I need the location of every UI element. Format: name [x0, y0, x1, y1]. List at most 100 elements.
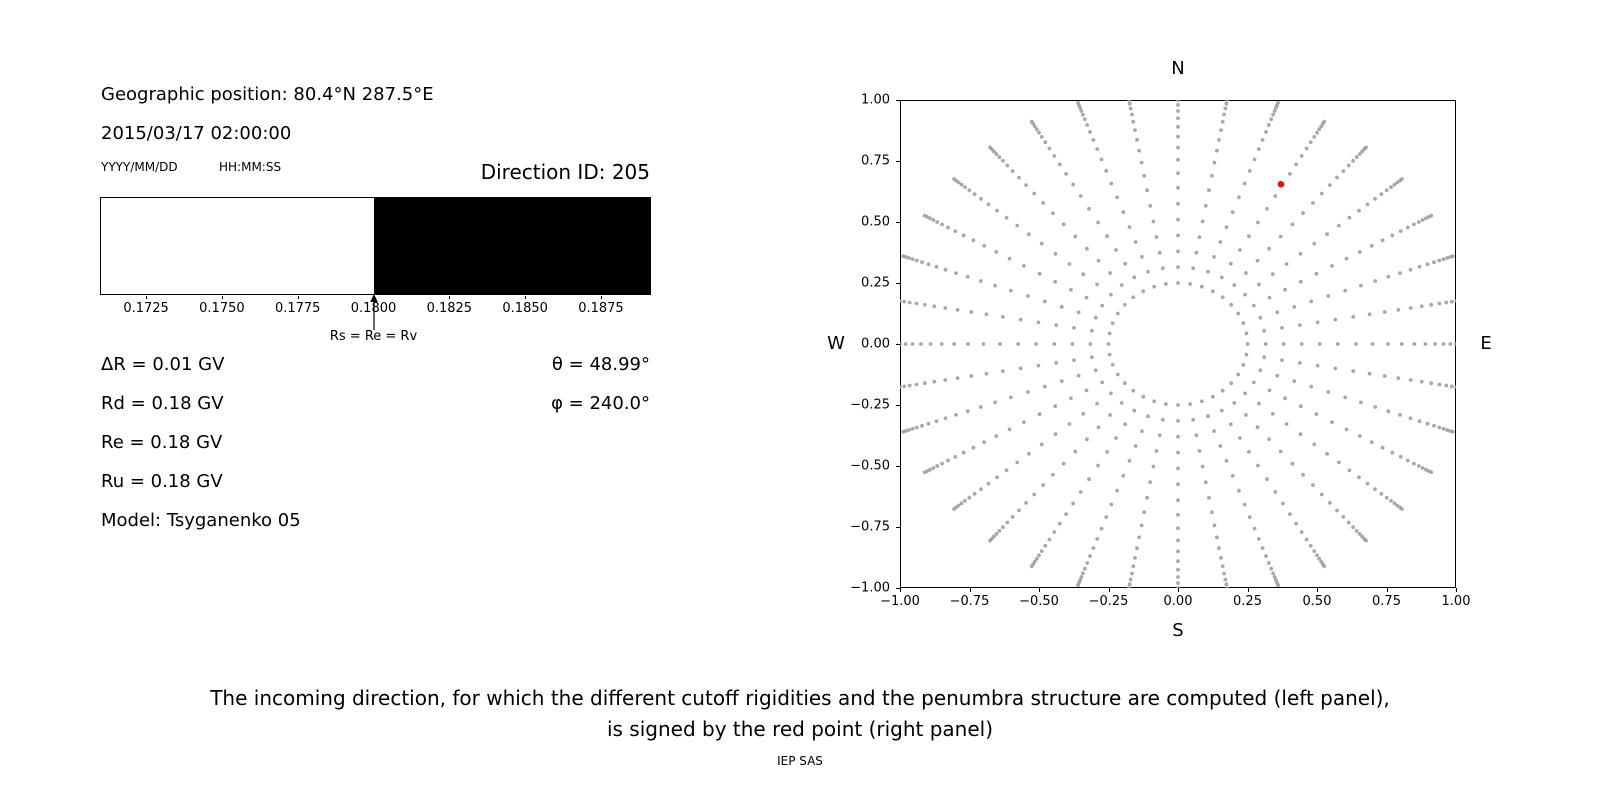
direction-dot [1406, 225, 1410, 230]
delta-r-value: ΔR = 0.01 GV [101, 354, 225, 375]
direction-dot [1176, 549, 1180, 554]
direction-dot [943, 267, 948, 272]
direction-dot [952, 342, 957, 346]
direction-dot [1052, 154, 1057, 158]
y-tick-mark [896, 405, 900, 406]
direction-dot [1294, 521, 1298, 526]
direction-dot [1110, 321, 1115, 325]
direction-dot [1244, 271, 1248, 275]
direction-dot [914, 258, 919, 263]
direction-dot [1197, 235, 1202, 240]
direction-dot [1132, 408, 1137, 413]
direction-dot [1176, 434, 1180, 439]
cutoff-annotation: Rs = Re = Rv [329, 329, 418, 344]
direction-dot [1330, 264, 1334, 268]
direction-dot [1437, 301, 1442, 306]
compass-south-label: S [1172, 620, 1184, 641]
direction-dot [1093, 315, 1098, 320]
direction-dot [1425, 421, 1430, 426]
direction-dot [1419, 304, 1424, 309]
direction-dot [972, 192, 977, 197]
direction-dot [1367, 371, 1372, 376]
penumbra-tick-label: 0.1850 [502, 301, 548, 316]
direction-dot [1264, 130, 1268, 134]
direction-dot [1284, 422, 1289, 426]
direction-dot [954, 271, 958, 275]
direction-dot [1284, 262, 1289, 266]
direction-dot [1441, 257, 1446, 262]
direction-dot [1336, 223, 1341, 228]
direction-dot [1000, 369, 1005, 373]
direction-dot [1390, 233, 1395, 238]
direction-dot [1444, 300, 1449, 305]
direction-dot [1454, 299, 1456, 303]
direction-dot [1357, 532, 1362, 536]
direction-dot [1417, 419, 1422, 424]
direction-dot [1299, 342, 1304, 346]
direction-dot [1070, 342, 1075, 346]
direction-dot [1290, 222, 1295, 227]
direction-dot [1304, 537, 1309, 542]
direction-dot [1326, 294, 1331, 298]
direction-dot [1022, 264, 1026, 268]
direction-dot [1319, 492, 1324, 497]
direction-dot [1076, 583, 1080, 588]
direction-dot [1386, 342, 1390, 346]
direction-dot [1119, 401, 1124, 405]
direction-dot [961, 233, 966, 238]
x-tick-mark [1039, 588, 1040, 592]
direction-dot [1272, 575, 1277, 579]
direction-dot [1238, 436, 1242, 440]
direction-dot [1084, 388, 1089, 393]
direction-dot [1326, 390, 1331, 394]
direction-dot [998, 342, 1002, 346]
direction-dot [1085, 246, 1089, 251]
direction-dot [1072, 358, 1076, 362]
direction-dot [1257, 401, 1261, 406]
direction-dot [1188, 402, 1192, 406]
direction-dot [1347, 215, 1352, 220]
direction-dot [1176, 567, 1180, 572]
direction-dot [1037, 271, 1042, 276]
direction-dot [1236, 372, 1241, 377]
direction-dot [1052, 342, 1057, 346]
direction-dot [1242, 181, 1247, 186]
direction-dot [1140, 255, 1144, 259]
direction-dot [1315, 320, 1320, 325]
direction-dot [1258, 368, 1263, 373]
direction-dot [1107, 331, 1112, 336]
direction-dot [1081, 272, 1086, 277]
direction-dot [1219, 408, 1224, 413]
direction-dot [1082, 566, 1087, 571]
direction-dot [1109, 502, 1114, 507]
direction-dot [928, 342, 933, 346]
direction-dot [1384, 188, 1389, 193]
direction-dot [1176, 134, 1180, 139]
direction-dot [1176, 103, 1180, 107]
direction-dot [1018, 366, 1023, 371]
direction-dot [1076, 310, 1081, 315]
direction-dot [1241, 321, 1246, 325]
direction-dot [1209, 173, 1214, 178]
direction-dot [1053, 279, 1058, 284]
x-tick-mark [900, 588, 901, 592]
direction-dot [1283, 396, 1287, 401]
direction-dot [1217, 546, 1221, 551]
direction-dot [1105, 234, 1109, 239]
direction-dot [1007, 256, 1012, 261]
direction-dot [1354, 155, 1359, 159]
direction-dot [1267, 246, 1271, 251]
direction-dot [1212, 429, 1216, 433]
x-tick-label: 0.75 [1372, 594, 1401, 609]
direction-dot [1344, 256, 1349, 261]
direction-dot [1212, 523, 1217, 528]
direction-dot [965, 274, 970, 279]
re-value: Re = 0.18 GV [101, 432, 223, 453]
direction-dot [1288, 512, 1292, 516]
direction-dot [1346, 520, 1351, 525]
direction-dot [1400, 507, 1404, 511]
direction-dot [1017, 175, 1021, 180]
direction-dot [928, 467, 932, 472]
direction-dot [1225, 586, 1229, 588]
direction-dot [1104, 515, 1109, 519]
